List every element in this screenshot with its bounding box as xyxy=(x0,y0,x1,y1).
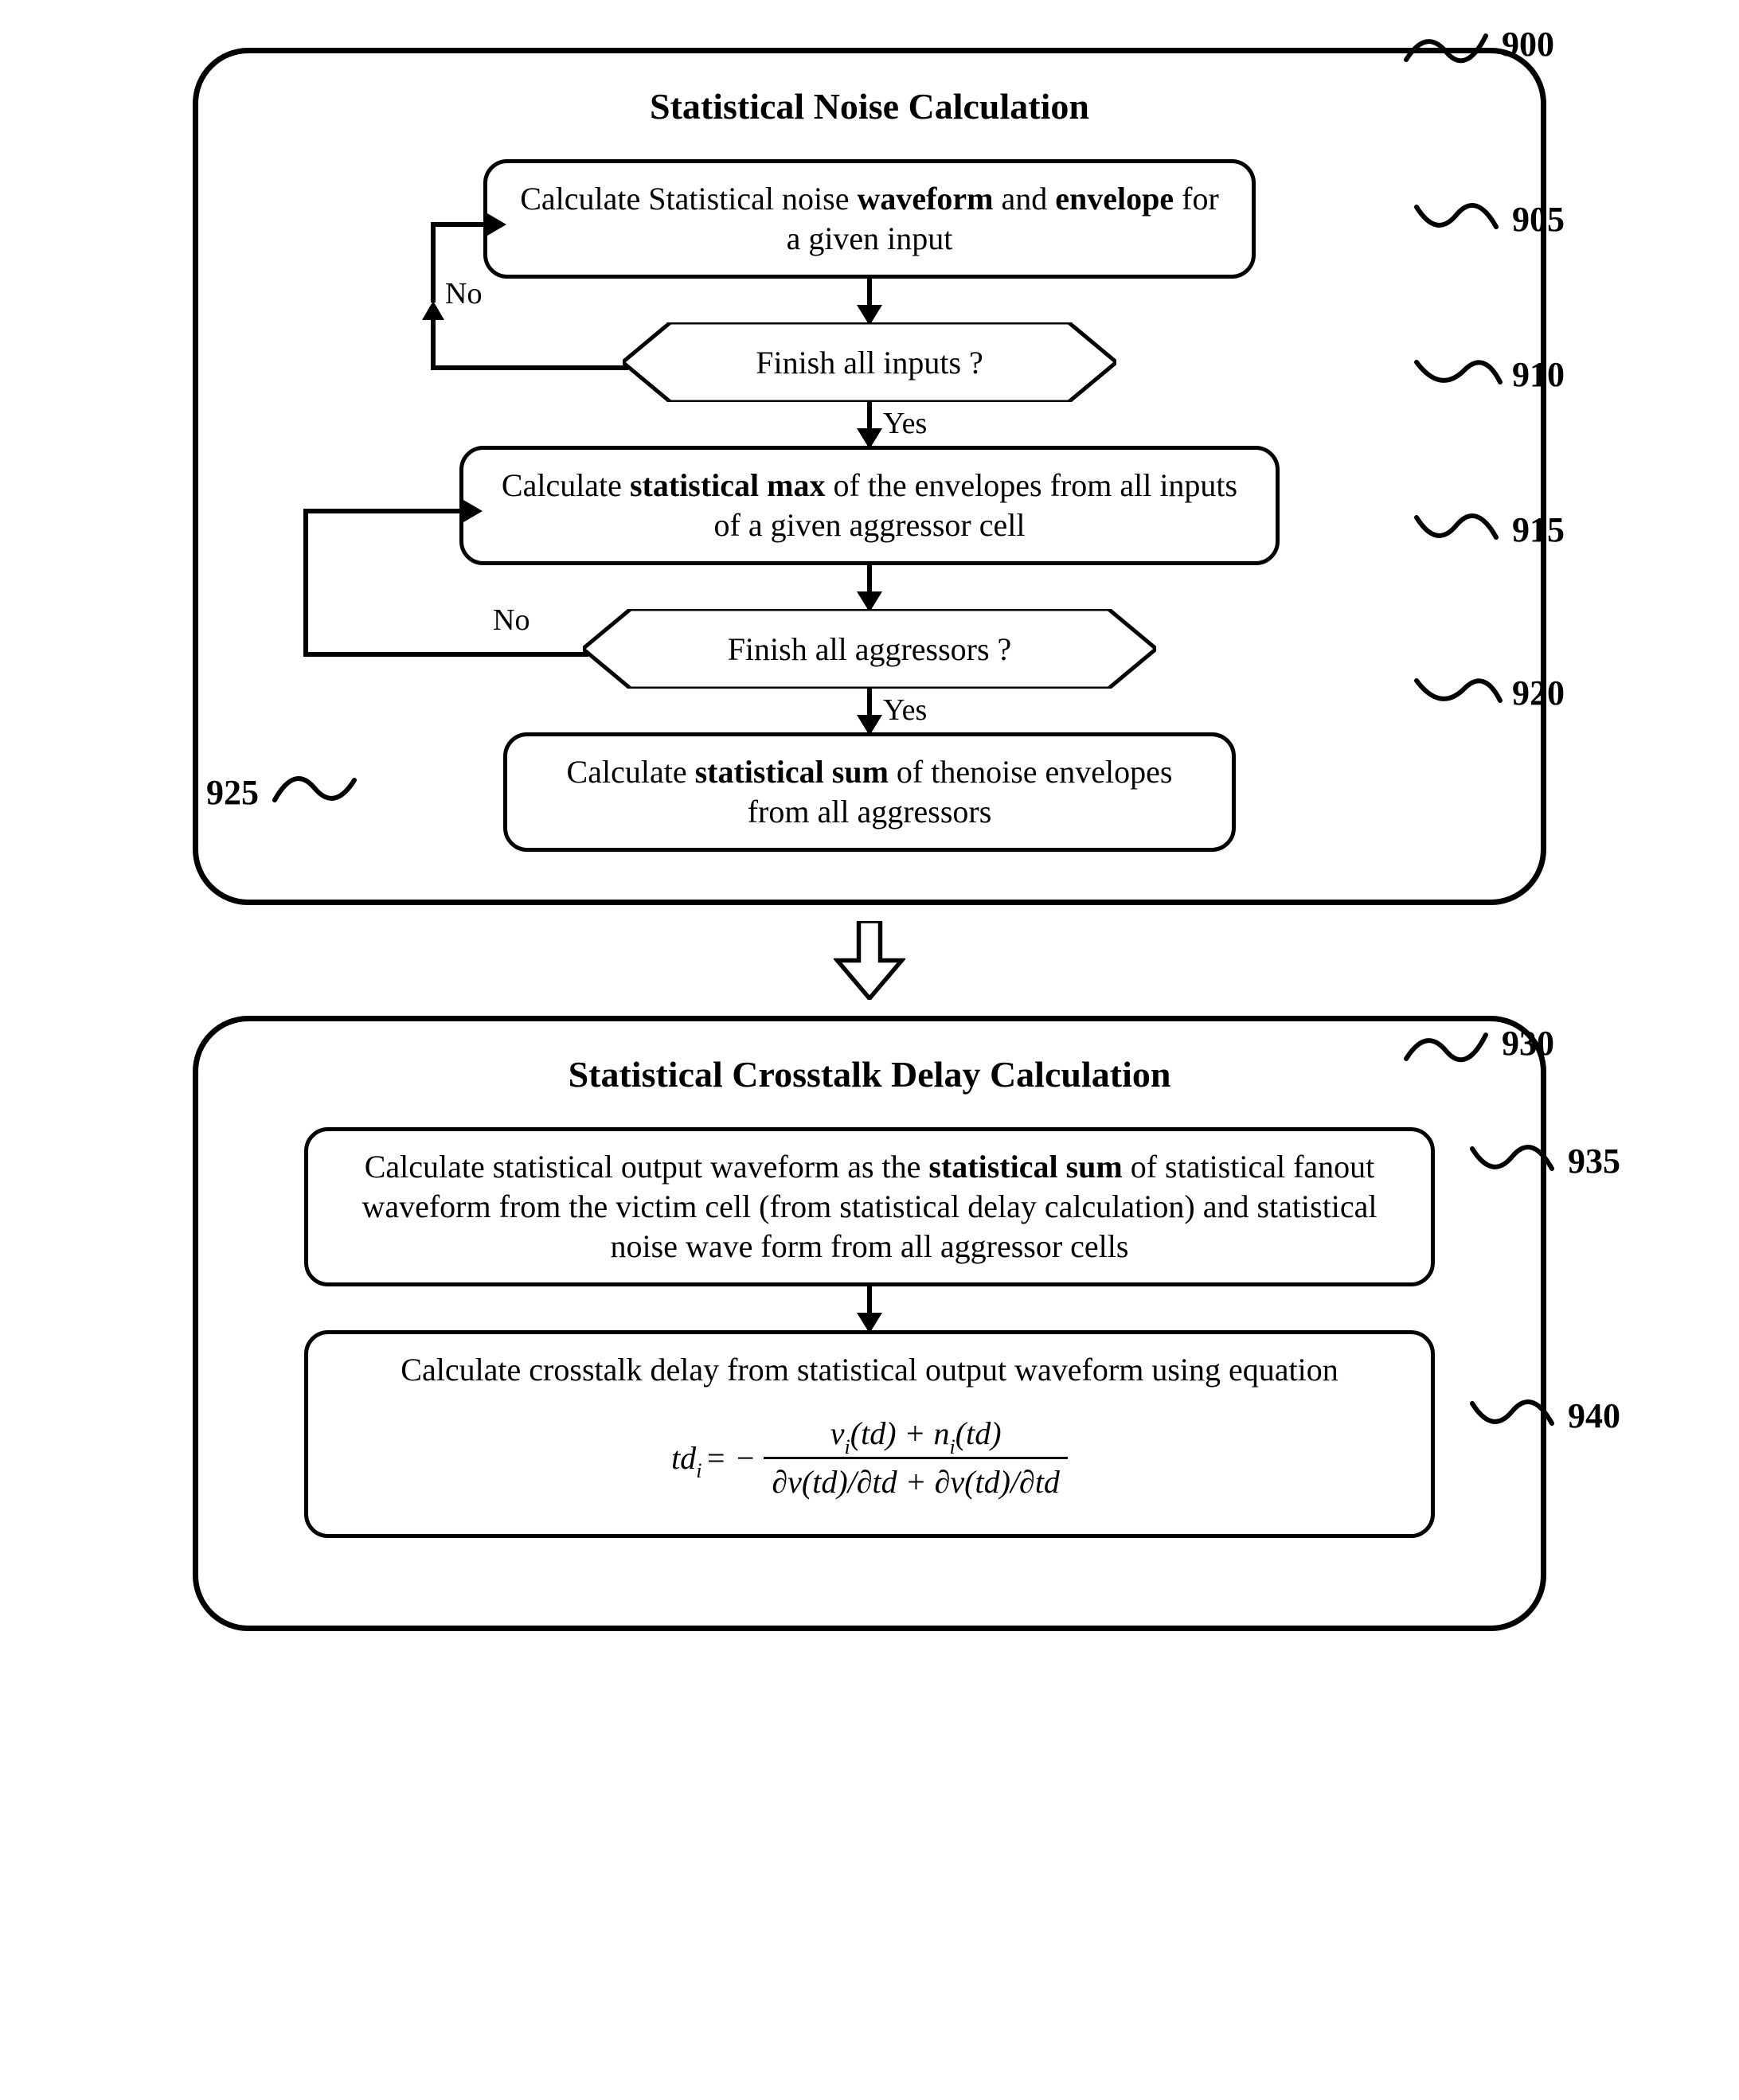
ref-935: 935 xyxy=(1464,1133,1620,1189)
step-935: Calculate statistical output waveform as… xyxy=(304,1127,1435,1286)
ref-920: 920 xyxy=(1409,669,1565,716)
ref-940: 940 xyxy=(1464,1388,1620,1443)
step-915: Calculate statistical max of the envelop… xyxy=(459,446,1280,565)
label-no-910: No xyxy=(445,276,482,311)
label-yes-910: Yes xyxy=(883,406,927,441)
decision-910: Finish all inputs ? xyxy=(623,322,1116,402)
ref-925: 925 xyxy=(206,764,362,820)
decision-920: Finish all aggressors ? xyxy=(583,609,1156,689)
equation: tdi = − vi(td) + ni(td) ∂v(td)/∂td + ∂v(… xyxy=(340,1414,1399,1502)
panel1-title: Statistical Noise Calculation xyxy=(238,85,1501,127)
arrow-920-to-925 xyxy=(867,689,872,732)
label-yes-920: Yes xyxy=(883,693,927,728)
arrow-915-to-920 xyxy=(867,565,872,609)
panel-noise-calculation: Statistical Noise Calculation Calculate … xyxy=(193,48,1546,905)
panel-crosstalk-delay: Statistical Crosstalk Delay Calculation … xyxy=(193,1016,1546,1631)
arrow-935-to-940 xyxy=(867,1286,872,1330)
ref-910: 910 xyxy=(1409,350,1565,398)
step-925: Calculate statistical sum of thenoise en… xyxy=(503,732,1236,852)
ref-915: 915 xyxy=(1409,502,1565,557)
arrow-910-to-915 xyxy=(867,402,872,446)
block-arrow xyxy=(834,921,905,1000)
label-no-920: No xyxy=(493,603,530,638)
step-940: Calculate crosstalk delay from statistic… xyxy=(304,1330,1435,1538)
arrow-905-to-910 xyxy=(867,279,872,322)
ref-905: 905 xyxy=(1409,191,1565,247)
step-905: Calculate Statistical noise waveform and… xyxy=(483,159,1256,279)
panel2-title: Statistical Crosstalk Delay Calculation xyxy=(238,1053,1501,1095)
